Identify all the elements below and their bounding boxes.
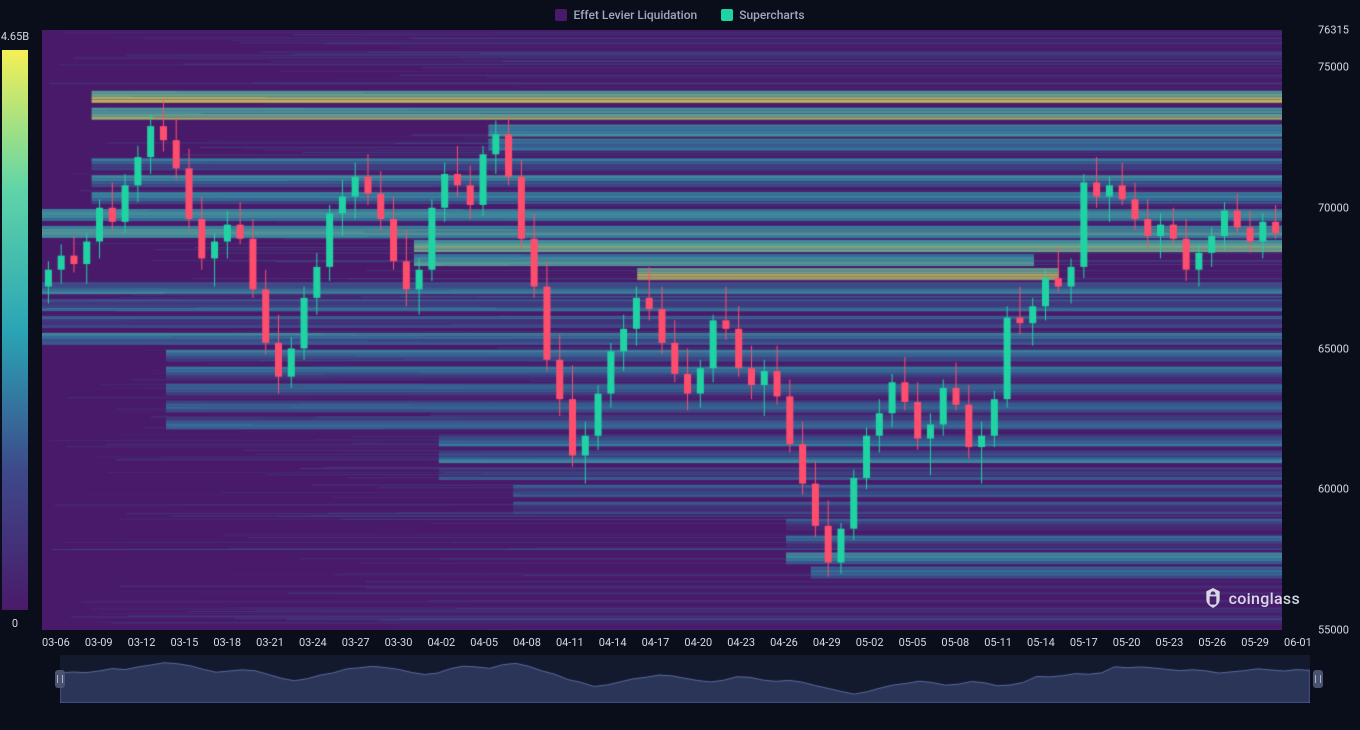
watermark-text: coinglass: [1229, 589, 1300, 608]
x-tick: 03-09: [85, 636, 113, 649]
coinglass-logo-icon: [1203, 586, 1223, 610]
heatmap-gradient-scale: 4.65B 0: [0, 30, 30, 630]
x-tick: 04-17: [642, 636, 670, 649]
x-tick: 03-06: [42, 636, 70, 649]
x-tick: 04-08: [513, 636, 541, 649]
time-navigator[interactable]: [60, 655, 1318, 703]
x-tick: 04-05: [470, 636, 498, 649]
y-tick: 76315: [1318, 24, 1349, 37]
y-tick: 75000: [1318, 61, 1349, 74]
main-chart[interactable]: [42, 30, 1312, 630]
x-tick: 06-01: [1284, 636, 1312, 649]
x-tick: 03-27: [342, 636, 370, 649]
navigator-canvas: [60, 655, 1310, 703]
x-tick: 05-23: [1156, 636, 1184, 649]
x-tick: 04-26: [770, 636, 798, 649]
x-tick: 05-14: [1027, 636, 1055, 649]
gradient-min-label: 0: [12, 617, 18, 630]
x-tick: 05-11: [984, 636, 1012, 649]
x-axis: 03-06 03-09 03-12 03-15 03-18 03-21 03-24 03-27…: [42, 630, 1312, 649]
x-tick: 03-15: [170, 636, 198, 649]
y-tick: 70000: [1318, 201, 1349, 214]
x-tick: 05-20: [1113, 636, 1141, 649]
y-tick: 55000: [1318, 624, 1349, 637]
x-tick: 05-26: [1198, 636, 1226, 649]
legend-label: Effet Levier Liquidation: [573, 8, 697, 22]
x-tick: 04-23: [727, 636, 755, 649]
x-tick: 03-21: [256, 636, 284, 649]
x-tick: 04-14: [599, 636, 627, 649]
legend-item-liquidation[interactable]: Effet Levier Liquidation: [555, 8, 697, 22]
x-tick: 05-02: [856, 636, 884, 649]
x-tick: 05-08: [941, 636, 969, 649]
navigator-handle-left[interactable]: [55, 670, 65, 688]
x-tick: 03-12: [128, 636, 156, 649]
navigator-handle-right[interactable]: [1313, 670, 1323, 688]
x-tick: 03-18: [213, 636, 241, 649]
x-tick: 03-24: [299, 636, 327, 649]
x-tick: 05-29: [1241, 636, 1269, 649]
x-tick: 05-17: [1070, 636, 1098, 649]
legend-label: Supercharts: [739, 8, 804, 22]
y-tick: 65000: [1318, 342, 1349, 355]
gradient-max-label: 4.65B: [1, 30, 29, 43]
x-tick: 04-29: [813, 636, 841, 649]
chart-container: 4.65B 0 763157500070000650006000055000: [0, 30, 1360, 630]
legend-swatch: [555, 9, 567, 21]
legend-swatch: [721, 9, 733, 21]
gradient-bar: [2, 50, 28, 610]
candlestick-layer: [42, 30, 1282, 630]
y-axis: 763157500070000650006000055000: [1312, 30, 1360, 630]
x-tick: 04-20: [684, 636, 712, 649]
x-tick: 04-02: [427, 636, 455, 649]
chart-legend: Effet Levier Liquidation Supercharts: [0, 0, 1360, 30]
x-tick: 04-11: [556, 636, 584, 649]
x-tick: 03-30: [385, 636, 413, 649]
legend-item-supercharts[interactable]: Supercharts: [721, 8, 804, 22]
y-tick: 60000: [1318, 483, 1349, 496]
x-tick: 05-05: [899, 636, 927, 649]
watermark: coinglass: [1203, 586, 1300, 610]
